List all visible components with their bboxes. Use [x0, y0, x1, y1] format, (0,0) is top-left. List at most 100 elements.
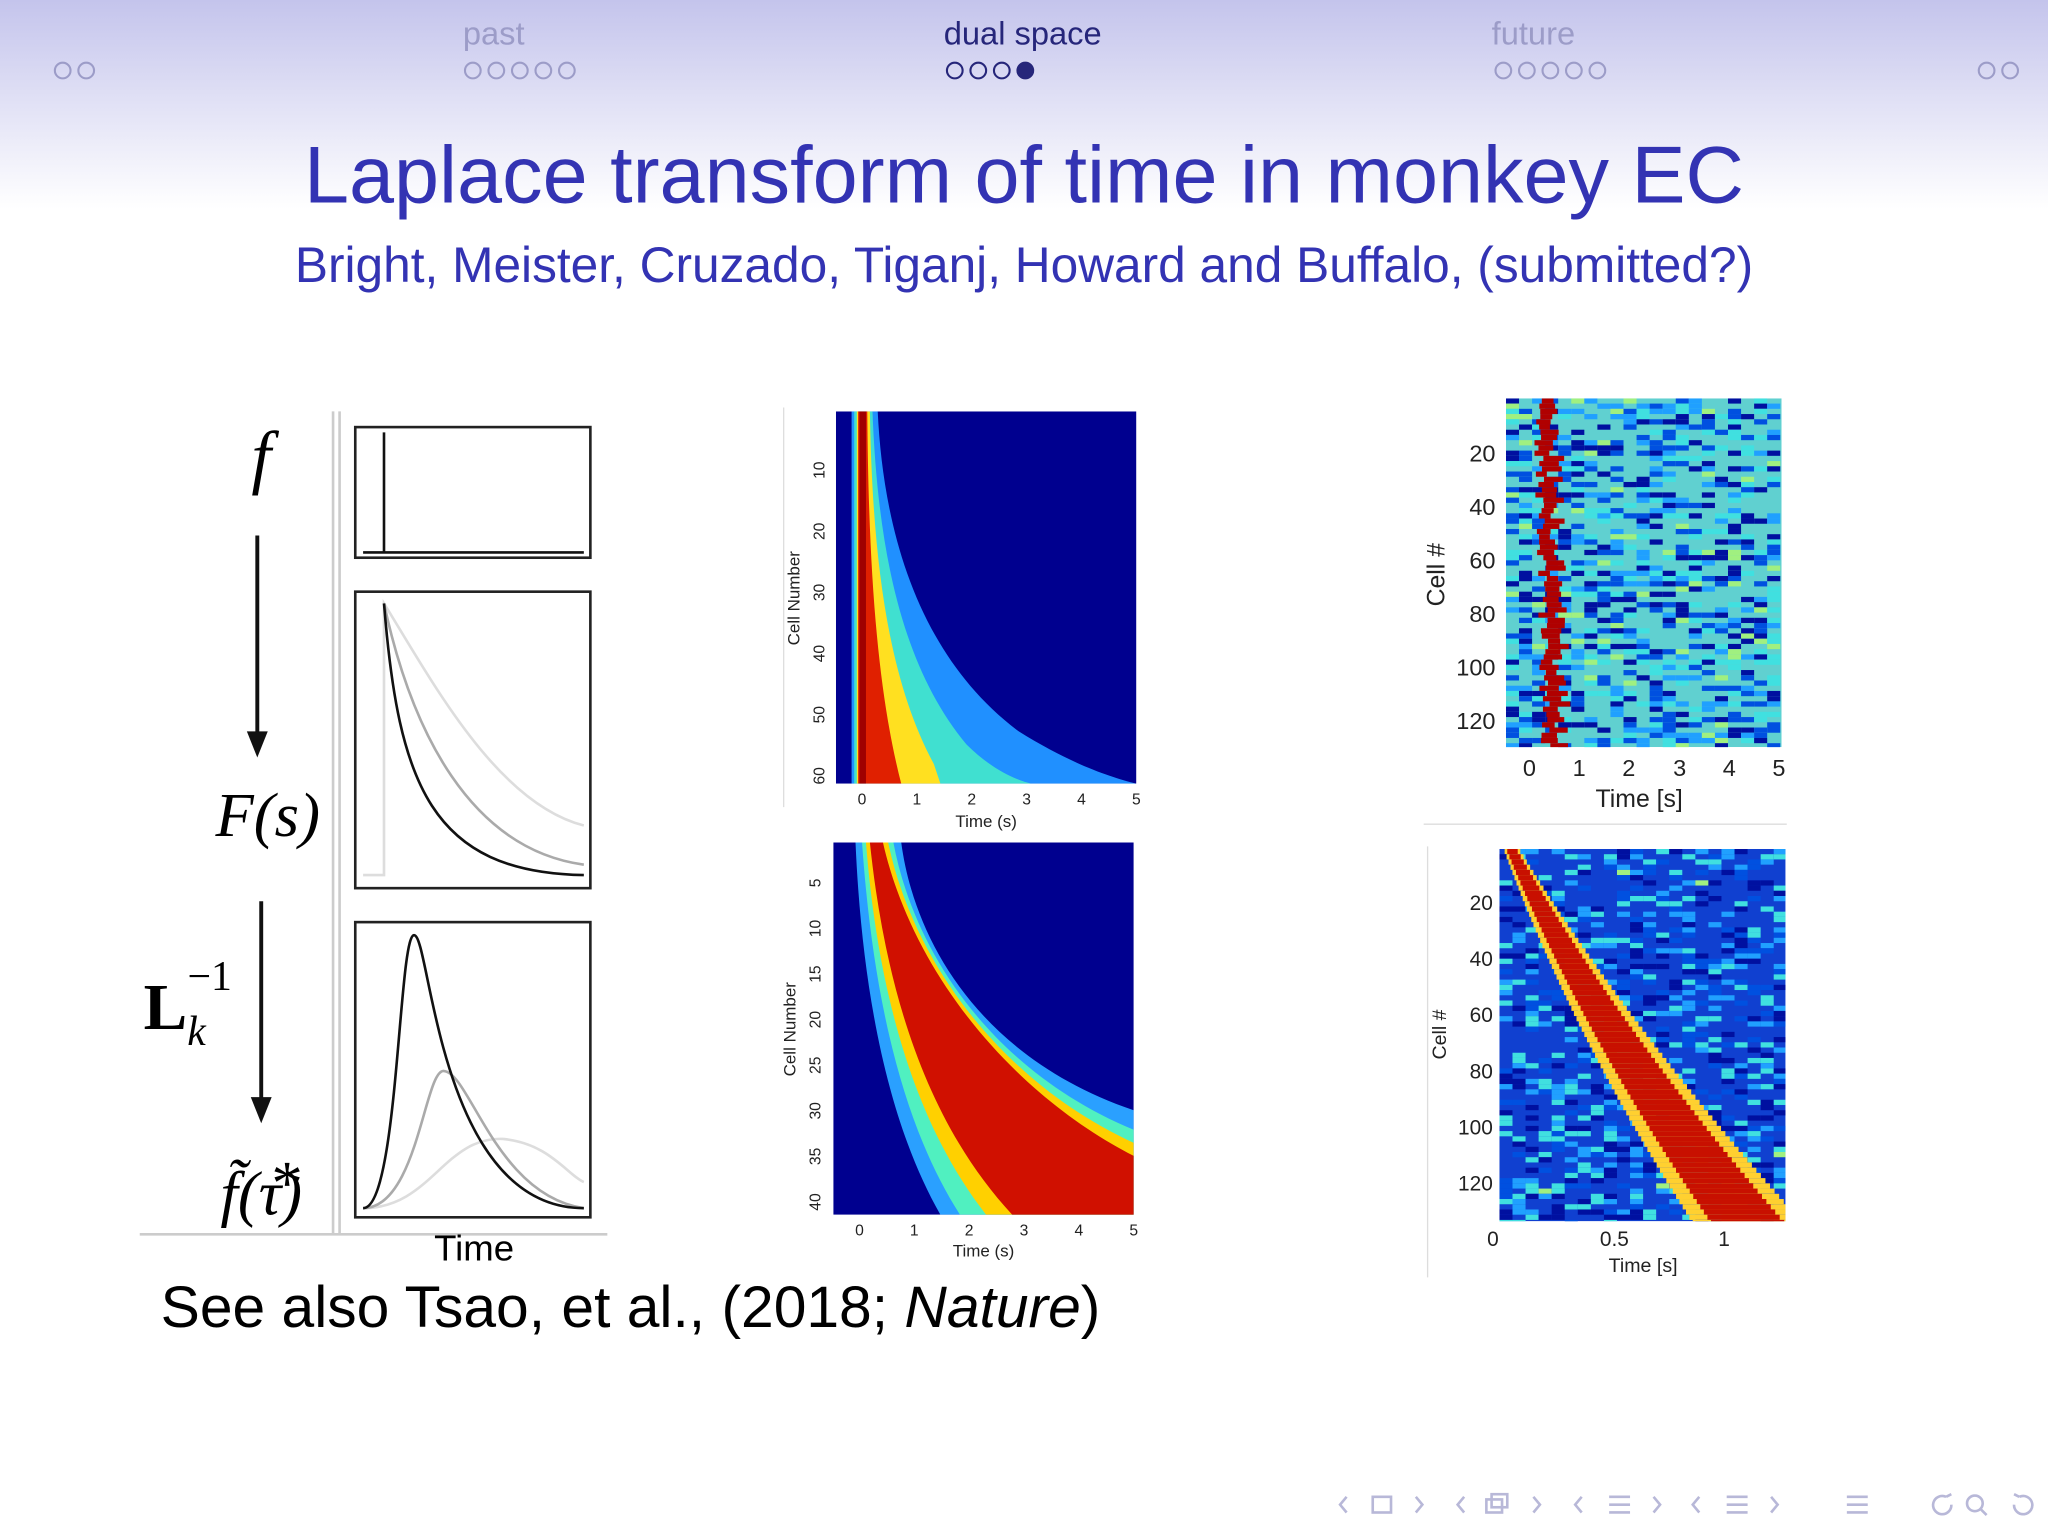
heat-cell — [1767, 633, 1781, 639]
heat-cell — [1721, 958, 1735, 964]
heat-cell — [1519, 534, 1533, 540]
heat-cell — [1616, 953, 1631, 959]
heat-cell — [1541, 466, 1562, 472]
heat-cell — [1695, 869, 1709, 876]
heat-cell — [1539, 461, 1559, 467]
heat-cell — [1603, 937, 1617, 944]
heat-cell — [1741, 737, 1755, 744]
heat-cell — [1519, 508, 1533, 514]
heat-cell — [1760, 943, 1774, 949]
heat-cell — [1734, 1120, 1748, 1126]
heat-cell — [1519, 487, 1533, 493]
heat-cell — [1590, 1152, 1604, 1158]
heat-cell — [1741, 518, 1755, 524]
heat-cell — [1662, 602, 1676, 608]
heat-cell — [1532, 722, 1546, 728]
heat-cell — [1551, 1136, 1565, 1142]
heat-cell — [1556, 958, 1586, 964]
heat-cell — [1610, 440, 1624, 446]
heat-cell — [1639, 1110, 1695, 1116]
heat-cell — [1590, 1104, 1604, 1111]
heat-cell — [1695, 979, 1709, 985]
heat-cell — [1767, 675, 1781, 681]
heat-cell — [1721, 1115, 1735, 1121]
heat-cell — [1623, 659, 1637, 665]
heat-cell — [1623, 481, 1637, 488]
heat-cell — [1623, 722, 1637, 728]
heat-cell — [1603, 979, 1617, 985]
heat-cell — [1590, 1057, 1604, 1064]
heat-cell — [1519, 523, 1533, 529]
heat-cell — [1512, 1209, 1526, 1215]
heat-cell — [1643, 979, 1657, 985]
heat-cell — [1721, 943, 1735, 949]
heat-cell — [1773, 1099, 1786, 1105]
heat-cell — [1623, 612, 1637, 618]
heat-cell — [1688, 659, 1702, 665]
heat-cell — [1630, 896, 1644, 902]
heat-cell — [1721, 1057, 1735, 1064]
heat-cell — [1571, 696, 1585, 702]
heat-cell — [1575, 995, 1611, 1001]
heat-cell — [1518, 875, 1534, 881]
heat-cell — [1714, 576, 1728, 582]
heat-cell — [1513, 864, 1527, 870]
heat-cell — [1682, 963, 1696, 970]
y-axis-label: Cell # — [1424, 543, 1451, 607]
heat-cell — [1545, 534, 1559, 540]
heat-cell — [1519, 471, 1533, 477]
nav-section[interactable]: dual space — [944, 14, 1102, 51]
heat-cell — [1499, 885, 1513, 891]
heat-cell — [1708, 974, 1722, 980]
heat-cell — [1597, 602, 1611, 608]
heat-cell — [1688, 717, 1702, 723]
heat-cell — [1519, 638, 1533, 644]
heat-cell — [1754, 737, 1768, 744]
heat-cell — [1584, 591, 1598, 597]
heat-cell — [1728, 581, 1742, 587]
heat-cell — [1728, 602, 1742, 608]
heat-cell — [1603, 1084, 1617, 1090]
heat-cell — [1721, 948, 1735, 954]
heat-cell — [1623, 398, 1637, 404]
heat-cell — [1590, 1063, 1604, 1069]
heat-cell — [1688, 612, 1702, 618]
nav-section[interactable]: past — [463, 14, 525, 51]
x-tick-label: 2 — [967, 792, 976, 809]
heat-cell — [1610, 528, 1624, 535]
heat-cell — [1741, 466, 1755, 472]
heat-cell — [1728, 481, 1742, 488]
x-tick-label: 0 — [1523, 755, 1536, 781]
nav-section[interactable]: future — [1492, 14, 1575, 51]
heat-cell — [1649, 722, 1663, 728]
heat-cell — [1669, 848, 1683, 855]
heat-cell — [1669, 995, 1683, 1001]
x-tick-label: 1 — [1573, 755, 1586, 781]
beamer-controls[interactable] — [1338, 1492, 2034, 1517]
heat-cell — [1584, 534, 1598, 540]
heat-cell — [1546, 576, 1559, 582]
heat-cell — [1682, 1078, 1696, 1085]
heat-cell — [1643, 864, 1657, 870]
heat-cell — [1754, 701, 1768, 707]
heat-cell — [1688, 534, 1702, 540]
heat-cell — [1536, 528, 1551, 535]
y-axis-label: Cell # — [1429, 1009, 1451, 1059]
x-tick-label: 0 — [858, 792, 867, 809]
heat-cell — [1519, 492, 1533, 498]
heat-cell — [1741, 487, 1755, 493]
heat-cell — [1577, 1204, 1591, 1210]
x-tick-label: 0 — [855, 1223, 864, 1240]
heat-cell — [1708, 1037, 1722, 1043]
heat-cell — [1584, 461, 1598, 467]
heat-cell — [1714, 518, 1728, 524]
heat-cell — [1551, 1084, 1565, 1090]
heat-cell — [1636, 737, 1650, 744]
heat-cell — [1542, 722, 1555, 728]
math-label: Lk−1 — [144, 954, 232, 1055]
heat-cell — [1646, 1120, 1703, 1126]
heat-cell — [1688, 440, 1702, 446]
header-band — [0, 0, 2048, 209]
heat-cell — [1616, 896, 1631, 902]
heat-cell — [1767, 565, 1781, 571]
